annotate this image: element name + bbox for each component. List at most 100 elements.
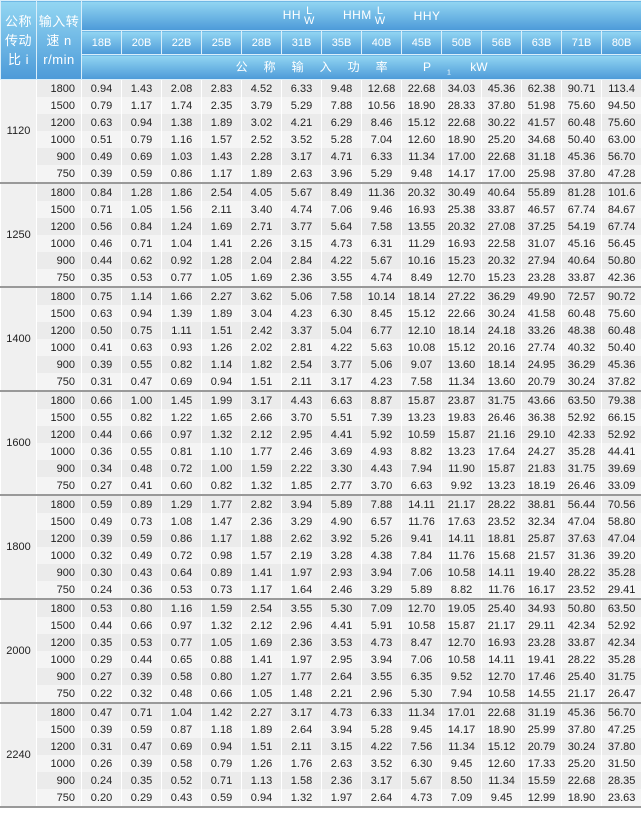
power-value-cell: 36.29	[561, 356, 602, 373]
power-value-cell: 0.82	[161, 356, 202, 373]
power-value-cell: 0.39	[81, 721, 122, 738]
power-value-cell: 56.44	[561, 495, 602, 513]
power-value-cell: 0.97	[161, 617, 202, 634]
speed-cell: 1500	[36, 305, 82, 322]
power-value-cell: 10.58	[441, 651, 482, 668]
power-value-cell: 5.64	[321, 218, 362, 235]
power-value-cell: 14.11	[481, 651, 522, 668]
power-value-cell: 0.71	[201, 772, 242, 789]
power-value-cell: 3.70	[361, 477, 402, 496]
power-value-cell: 9.07	[401, 356, 442, 373]
power-value-cell: 31.75	[481, 391, 522, 409]
power-value-cell: 3.52	[281, 131, 322, 148]
power-value-cell: 5.06	[361, 356, 402, 373]
power-value-cell: 4.52	[241, 79, 282, 97]
table-row: 1200 0.63 0.94 1.38 1.89 3.02 4.21 6.29 8.46 15.1…	[1, 114, 641, 131]
power-value-cell: 0.49	[81, 513, 122, 530]
power-value-cell: 66.15	[600, 409, 641, 426]
power-value-cell: 0.53	[121, 634, 162, 651]
power-value-cell: 2.08	[161, 79, 202, 97]
power-value-cell: 0.59	[121, 530, 162, 547]
power-value-cell: 4.23	[361, 373, 402, 392]
speed-cell: 1200	[36, 322, 82, 339]
speed-cell: 900	[36, 252, 82, 269]
power-value-cell: 23.28	[521, 269, 562, 288]
table-row: 900 0.30 0.43 0.64 0.89 1.41 1.97 2.93 3.94 7.06 1…	[1, 564, 641, 581]
power-value-cell: 4.73	[361, 634, 402, 651]
power-value-cell: 5.26	[361, 530, 402, 547]
power-value-cell: 50.80	[561, 599, 602, 617]
power-value-cell: 54.19	[561, 218, 602, 235]
power-value-cell: 3.94	[361, 651, 402, 668]
power-value-cell: 8.45	[361, 305, 402, 322]
power-value-cell: 2.21	[321, 685, 362, 704]
power-value-cell: 1.03	[161, 148, 202, 165]
power-value-cell: 79.38	[600, 391, 641, 409]
power-value-cell: 0.86	[161, 165, 202, 184]
speed-cell: 900	[36, 148, 82, 165]
power-value-cell: 17.00	[441, 148, 482, 165]
series-variant: W	[374, 14, 386, 27]
power-value-cell: 0.59	[121, 165, 162, 184]
power-value-cell: 2.84	[281, 252, 322, 269]
power-value-cell: 0.89	[201, 564, 242, 581]
power-value-cell: 10.58	[401, 617, 442, 634]
power-value-cell: 60.48	[561, 114, 602, 131]
power-value-cell: 0.50	[81, 322, 122, 339]
power-value-cell: 5.29	[361, 165, 402, 184]
power-value-cell: 0.64	[161, 564, 202, 581]
power-value-cell: 70.56	[600, 495, 641, 513]
model-header: 63B	[521, 30, 562, 55]
power-value-cell: 27.22	[441, 287, 482, 305]
power-value-cell: 20.32	[441, 218, 482, 235]
model-header: 28B	[241, 30, 282, 55]
power-value-cell: 0.55	[121, 356, 162, 373]
power-value-cell: 0.35	[81, 634, 122, 651]
power-value-cell: 1.32	[201, 617, 242, 634]
power-value-cell: 0.66	[121, 617, 162, 634]
power-value-cell: 0.34	[81, 460, 122, 477]
power-value-cell: 0.41	[81, 339, 122, 356]
power-value-cell: 3.62	[241, 287, 282, 305]
model-header: 80B	[600, 30, 641, 55]
power-value-cell: 1.99	[201, 391, 242, 409]
power-value-cell: 45.36	[600, 356, 641, 373]
speed-cell: 1000	[36, 547, 82, 564]
power-value-cell: 1.69	[201, 218, 242, 235]
power-value-cell: 1.41	[241, 564, 282, 581]
power-value-cell: 15.87	[441, 426, 482, 443]
speed-column-header: 输入转 速 n r/min	[36, 0, 82, 80]
power-value-cell: 7.88	[361, 495, 402, 513]
power-value-cell: 37.80	[600, 738, 641, 755]
power-value-cell: 11.29	[401, 235, 442, 252]
power-value-cell: 2.46	[321, 581, 362, 600]
power-value-cell: 25.98	[521, 165, 562, 184]
power-value-cell: 19.83	[441, 409, 482, 426]
power-value-cell: 1.11	[161, 322, 202, 339]
power-value-cell: 0.87	[161, 721, 202, 738]
power-value-cell: 20.16	[481, 339, 522, 356]
power-value-cell: 12.60	[481, 755, 522, 772]
power-value-cell: 1.51	[241, 373, 282, 392]
table-body: 1120 1800 0.94 1.43 2.08 2.83 4.52 6.33 9.48 12.6…	[0, 79, 641, 808]
table-row: 900 0.27 0.39 0.58 0.80 1.27 1.77 2.64 3.55 6.35 9…	[1, 668, 641, 685]
power-value-cell: 1.17	[201, 530, 242, 547]
power-value-cell: 9.48	[321, 79, 362, 97]
power-symbol-subscript: 1	[447, 69, 451, 77]
power-value-cell: 0.94	[121, 114, 162, 131]
power-value-cell: 94.50	[600, 97, 641, 114]
power-value-cell: 0.94	[201, 738, 242, 755]
power-value-cell: 0.55	[81, 409, 122, 426]
table-row: 750 0.24 0.36 0.53 0.73 1.17 1.64 2.46 3.29 5.89 8…	[1, 581, 641, 600]
power-value-cell: 1.42	[201, 703, 242, 721]
power-value-cell: 0.39	[81, 356, 122, 373]
power-value-cell: 0.44	[81, 252, 122, 269]
ratio-cell: 1250	[0, 183, 37, 288]
power-value-cell: 30.22	[481, 114, 522, 131]
power-value-cell: 1.51	[241, 738, 282, 755]
ratio-column-header: 公称 传动 比 i	[0, 0, 37, 80]
power-value-cell: 0.60	[161, 477, 202, 496]
speed-cell: 1000	[36, 235, 82, 252]
power-value-cell: 49.90	[521, 287, 562, 305]
